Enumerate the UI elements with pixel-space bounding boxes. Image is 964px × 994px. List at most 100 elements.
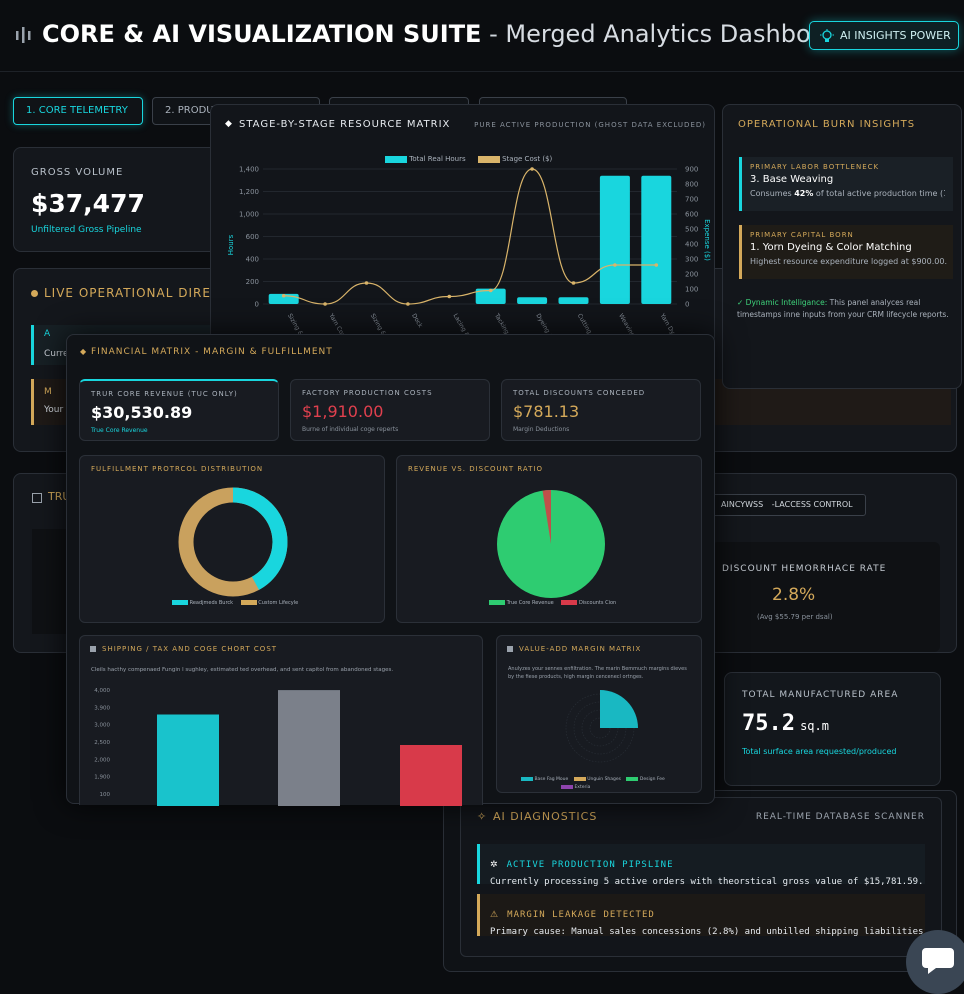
diagnostic-pipeline-text: Currently processing 5 active orders wit… bbox=[490, 877, 924, 887]
cost-point bbox=[364, 281, 369, 285]
y-tick-label: 0 bbox=[255, 301, 259, 309]
margin-desc: Anulyzes your sennes enfiltration. The m… bbox=[508, 666, 687, 680]
legend-swatch bbox=[561, 600, 578, 605]
fulfillment-donut bbox=[178, 487, 288, 597]
burn-item2-text: Highest resource expenditure logged at $… bbox=[750, 257, 947, 266]
y-tick-label: 100 bbox=[100, 792, 111, 798]
sparkle-icon: ✧ bbox=[477, 810, 487, 823]
ai-diagnostics-panel: ✧ AI DIAGNOSTICS REAL-TIME DATABASE SCAN… bbox=[460, 797, 942, 957]
equalizer-icon bbox=[14, 25, 34, 45]
y2-tick-label: 300 bbox=[685, 256, 698, 264]
kpi1-label: TRUR CORE REVENUE (TUC ONLY) bbox=[91, 390, 238, 398]
pie-slice-discounts bbox=[542, 490, 551, 544]
discount-rate-label: DISCOUNT HEMORRHACE RATE bbox=[722, 564, 887, 574]
status-dot-icon bbox=[31, 290, 38, 297]
burn-item2-label: PRIMARY CAPITAL BORN bbox=[750, 231, 854, 239]
warning-icon: ⚠ bbox=[490, 910, 499, 920]
title-separator: - bbox=[489, 20, 498, 48]
access-tabs[interactable]: AINCYWSS -LACCESS CONTROL bbox=[712, 494, 866, 516]
margin-legend-3: Exteria bbox=[574, 785, 591, 790]
legend-hours-label: Total Real Hours bbox=[409, 155, 466, 163]
ai-diagnostics-right: REAL-TIME DATABASE SCANNER bbox=[755, 812, 925, 822]
kpi2-sub: Burne of individual coge reperts bbox=[302, 426, 399, 433]
resource-matrix-panel: ◆ STAGE-BY-STAGE RESOURCE MATRIX PURE AC… bbox=[210, 104, 715, 345]
page-title: CORE & AI VISUALIZATION SUITE - Merged A… bbox=[42, 20, 850, 48]
y2-axis-label: Expense ($) bbox=[703, 219, 711, 261]
burn-item1-title: 3. Base Weaving bbox=[750, 174, 834, 185]
app-header: CORE & AI VISUALIZATION SUITE - Merged A… bbox=[0, 0, 964, 72]
chat-button[interactable] bbox=[906, 930, 964, 994]
kpi-core-revenue: TRUR CORE REVENUE (TUC ONLY) $30,530.89 … bbox=[79, 379, 279, 441]
access-right: -LACCESS CONTROL bbox=[771, 500, 853, 509]
diagnostic-leakage: ⚠ MARGIN LEAKAGE DETECTED Primary cause:… bbox=[477, 894, 929, 937]
hours-bar bbox=[475, 288, 506, 304]
y-tick-label: 600 bbox=[246, 233, 259, 241]
chart-icon bbox=[507, 646, 513, 652]
operational-burn-panel: OPERATIONAL BURN INSIGHTS PRIMARY LABOR … bbox=[722, 104, 962, 389]
donut-slice-readjmeds bbox=[178, 487, 288, 597]
y2-tick-label: 200 bbox=[685, 271, 698, 279]
financial-matrix-panel: ◆ FINANCIAL MATRIX - MARGIN & FULFILLMEN… bbox=[66, 334, 715, 806]
gross-volume-card: GROSS VOLUME $37,477 Unfiltered Gross Pi… bbox=[13, 147, 243, 252]
burn-item1-text-a: Consumes bbox=[750, 189, 795, 198]
title-light: Merged Analytics Dashboard bbox=[505, 20, 851, 48]
chart-icon bbox=[32, 493, 42, 503]
kpi-discounts: TOTAL DISCOUNTS CONCEDED $781.13 Margin … bbox=[501, 379, 701, 441]
gross-volume-value: $37,477 bbox=[31, 189, 145, 218]
drop-icon: ◆ bbox=[80, 347, 87, 356]
y-tick-label: 3,900 bbox=[94, 705, 110, 711]
x-tick-label: Dock bbox=[410, 313, 424, 330]
legend-cost-label: Stage Cost ($) bbox=[502, 155, 553, 163]
total-area-unit: sq.m bbox=[800, 719, 829, 733]
fulfill-legend1: Readjmeds Burck bbox=[189, 600, 234, 606]
burn-item-labor: PRIMARY LABOR BOTTLENECK 3. Base Weaving… bbox=[739, 157, 953, 211]
y-axis-label: Hours bbox=[227, 234, 235, 255]
margin-legend-0: Base Fag Moue bbox=[534, 777, 569, 782]
shipping-bar bbox=[157, 714, 219, 806]
shipping-bar-chart: 4,000 3,900 3,000 2,500 2,000 1,900 100 bbox=[94, 688, 462, 806]
ratio-title: REVENUE VS. DISCOUNT RATIO bbox=[408, 465, 544, 473]
chat-bubble-icon bbox=[920, 944, 956, 976]
ratio-legend: True Core Revenue Discounts Cion bbox=[489, 600, 616, 606]
fulfill-title: FULFILLMENT PROTRCOL DISTRIBUTION bbox=[91, 465, 264, 473]
y-tick-label: 1,400 bbox=[239, 166, 259, 174]
legend-swatch bbox=[626, 776, 639, 781]
discount-rate-sub: (Avg $55.79 per dsal) bbox=[757, 613, 833, 621]
burn-item1-text-b: of total active production time (1,220 bbox=[815, 189, 945, 198]
fulfillment-card: FULFILLMENT PROTRCOL DISTRIBUTION Readjm… bbox=[79, 455, 385, 623]
margin-card: VALUE-ADD MARGIN MATRIX Anulyzes your se… bbox=[496, 635, 702, 793]
cost-point bbox=[281, 293, 286, 298]
y-tick-label: 2,000 bbox=[94, 757, 110, 763]
burn-note-text: This panel analyces real timestamps inne… bbox=[737, 298, 949, 319]
shipping-bar bbox=[400, 745, 462, 806]
margin-legend-2: Design Fee bbox=[639, 777, 665, 782]
ship-title: SHIPPING / TAX AND COGE CHORT COST bbox=[102, 645, 278, 653]
y-tick-label: 400 bbox=[246, 256, 259, 264]
y2-tick-label: 600 bbox=[685, 211, 698, 219]
y-tick-label: 4,000 bbox=[94, 688, 110, 694]
diagnostic-pipeline-title: ACTIVE PRODUCTION PIPSLINE bbox=[506, 860, 674, 870]
y-tick-label: 1,200 bbox=[239, 188, 259, 196]
burn-item2-title: 1. Yorn Dyeing & Color Matching bbox=[750, 242, 912, 253]
kpi3-sub: Margin Deductions bbox=[513, 426, 570, 433]
ai-diagnostics-title: AI DIAGNOSTICS bbox=[493, 810, 598, 823]
kpi1-value: $30,530.89 bbox=[91, 403, 193, 422]
ship-desc: Cleils hacthy compenaed Fungin l sughley… bbox=[91, 667, 394, 673]
y2-tick-label: 500 bbox=[685, 226, 698, 234]
cost-point bbox=[488, 288, 493, 293]
kpi3-value: $781.13 bbox=[513, 402, 580, 421]
legend-swatch bbox=[240, 600, 257, 605]
ai-insights-button[interactable]: AI INSIGHTS POWER bbox=[809, 21, 959, 50]
total-area-value: 75.2 bbox=[742, 711, 795, 736]
burn-item-capital: PRIMARY CAPITAL BORN 1. Yorn Dyeing & Co… bbox=[739, 225, 953, 279]
tab-core-telemetry[interactable]: 1. CORE TELEMETRY bbox=[13, 97, 143, 125]
y-tick-label: 200 bbox=[246, 278, 259, 286]
y-tick-label: 2,500 bbox=[94, 740, 110, 746]
gross-volume-label: GROSS VOLUME bbox=[31, 167, 124, 178]
access-left: AINCYWSS bbox=[721, 500, 764, 509]
kpi2-label: FACTORY PRODUCTION COSTS bbox=[302, 389, 433, 397]
total-area-label: TOTAL MANUFACTURED AREA bbox=[742, 690, 899, 700]
resource-subtitle: PURE ACTIVE PRODUCTION (GHOST DATA EXCLU… bbox=[474, 121, 706, 129]
y2-tick-label: 800 bbox=[685, 181, 698, 189]
drop-icon: ◆ bbox=[225, 119, 232, 129]
